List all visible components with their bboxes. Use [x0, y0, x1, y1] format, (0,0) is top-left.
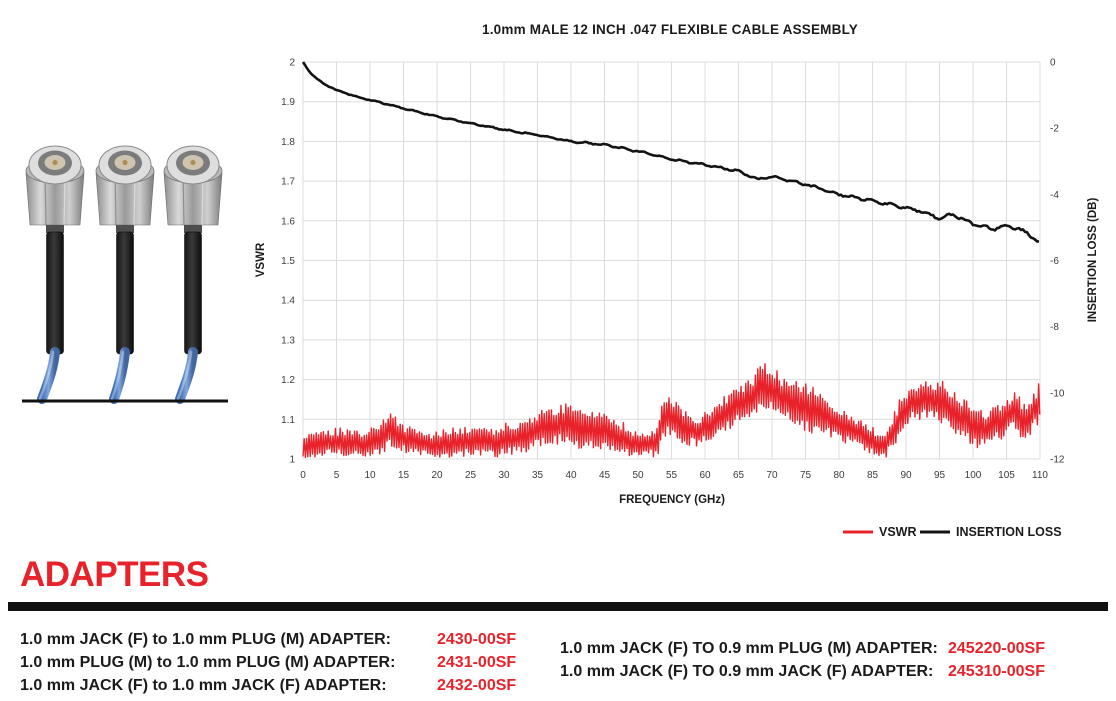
svg-text:1.9: 1.9	[281, 97, 295, 108]
svg-text:1.5: 1.5	[281, 256, 295, 267]
adapters-heading: ADAPTERS	[20, 555, 209, 594]
svg-text:5: 5	[334, 470, 340, 481]
svg-text:75: 75	[800, 470, 812, 481]
svg-text:-12: -12	[1050, 455, 1065, 466]
y-left-axis-label: VSWR	[255, 242, 267, 277]
connector	[25, 145, 85, 404]
svg-text:10: 10	[364, 470, 376, 481]
adapter-part-number: 2432-00SF	[437, 676, 517, 694]
svg-text:-8: -8	[1050, 322, 1059, 333]
svg-text:35: 35	[532, 470, 544, 481]
section-divider	[8, 601, 1108, 611]
svg-text:15: 15	[398, 470, 410, 481]
svg-text:90: 90	[900, 470, 912, 481]
adapters-column-right: 1.0 mm JACK (F) TO 0.9 mm PLUG (M) ADAPT…	[560, 628, 1045, 697]
svg-text:95: 95	[934, 470, 946, 481]
svg-text:40: 40	[565, 470, 577, 481]
svg-text:1.1: 1.1	[281, 415, 295, 426]
svg-text:2: 2	[289, 58, 295, 69]
grid-lines	[302, 61, 1041, 460]
svg-text:-4: -4	[1050, 190, 1059, 201]
legend: VSWR INSERTION LOSS	[843, 525, 1062, 539]
chart-title: 1.0mm MALE 12 INCH .047 FLEXIBLE CABLE A…	[482, 22, 858, 37]
adapters-list: 1.0 mm JACK (F) to 1.0 mm PLUG (M) ADAPT…	[0, 611, 1116, 697]
svg-text:25: 25	[465, 470, 477, 481]
svg-text:-2: -2	[1050, 124, 1059, 135]
svg-text:1.3: 1.3	[281, 335, 295, 346]
svg-text:30: 30	[498, 470, 510, 481]
svg-text:80: 80	[833, 470, 845, 481]
svg-text:45: 45	[599, 470, 611, 481]
adapter-part-number: 2431-00SF	[437, 653, 517, 671]
adapter-part-number: 245310-00SF	[948, 662, 1045, 680]
adapters-section: ADAPTERS 1.0 mm JACK (F) to 1.0 mm PLUG …	[0, 555, 1116, 697]
svg-text:1.4: 1.4	[281, 296, 295, 307]
connector-group	[25, 145, 223, 404]
svg-text:0: 0	[300, 470, 306, 481]
svg-text:20: 20	[431, 470, 443, 481]
svg-text:50: 50	[632, 470, 644, 481]
adapter-part-number: 245220-00SF	[948, 639, 1045, 657]
svg-text:1.2: 1.2	[281, 375, 295, 386]
svg-text:110: 110	[1032, 470, 1048, 481]
svg-text:85: 85	[867, 470, 879, 481]
connector	[95, 145, 155, 404]
y-right-axis-label: INSERTION LOSS (DB)	[1087, 198, 1099, 323]
connector	[163, 145, 223, 404]
svg-text:60: 60	[699, 470, 711, 481]
adapter-label: 1.0 mm PLUG (M) to 1.0 mm PLUG (M) ADAPT…	[20, 653, 396, 671]
x-axis-label: FREQUENCY (GHz)	[619, 494, 725, 506]
svg-text:1.8: 1.8	[281, 137, 295, 148]
adapter-label: 1.0 mm JACK (F) TO 0.9 mm PLUG (M) ADAPT…	[560, 639, 938, 657]
adapter-part-number: 2430-00SF	[437, 630, 517, 648]
svg-text:105: 105	[998, 470, 1015, 481]
adapter-label: 1.0 mm JACK (F) to 1.0 mm PLUG (M) ADAPT…	[20, 630, 391, 648]
svg-text:65: 65	[733, 470, 745, 481]
vswr-insertion-loss-chart: 1.0mm MALE 12 INCH .047 FLEXIBLE CABLE A…	[255, 22, 1099, 539]
svg-text:1: 1	[289, 455, 295, 466]
data-series	[301, 61, 1041, 459]
svg-text:100: 100	[965, 470, 982, 481]
axis-ticks: 11.11.21.31.41.51.61.71.81.92 0-2-4-6-8-1…	[281, 58, 1065, 482]
chart-area: 1.0mm MALE 12 INCH .047 FLEXIBLE CABLE A…	[248, 8, 1116, 565]
legend-vswr-label: VSWR	[879, 525, 917, 539]
svg-text:0: 0	[1050, 58, 1056, 69]
svg-text:-6: -6	[1050, 256, 1059, 267]
svg-text:1.7: 1.7	[281, 177, 295, 188]
adapter-label: 1.0 mm JACK (F) TO 0.9 mm JACK (F) ADAPT…	[560, 662, 934, 680]
svg-text:1.6: 1.6	[281, 216, 295, 227]
svg-text:-10: -10	[1050, 388, 1065, 399]
legend-insertion-loss-label: INSERTION LOSS	[956, 525, 1062, 539]
cable-assembly-photo	[22, 145, 228, 404]
adapter-label: 1.0 mm JACK (F) to 1.0 mm JACK (F) ADAPT…	[20, 676, 387, 694]
svg-text:55: 55	[666, 470, 678, 481]
svg-text:70: 70	[766, 470, 778, 481]
adapters-column-left: 1.0 mm JACK (F) to 1.0 mm PLUG (M) ADAPT…	[20, 628, 552, 697]
